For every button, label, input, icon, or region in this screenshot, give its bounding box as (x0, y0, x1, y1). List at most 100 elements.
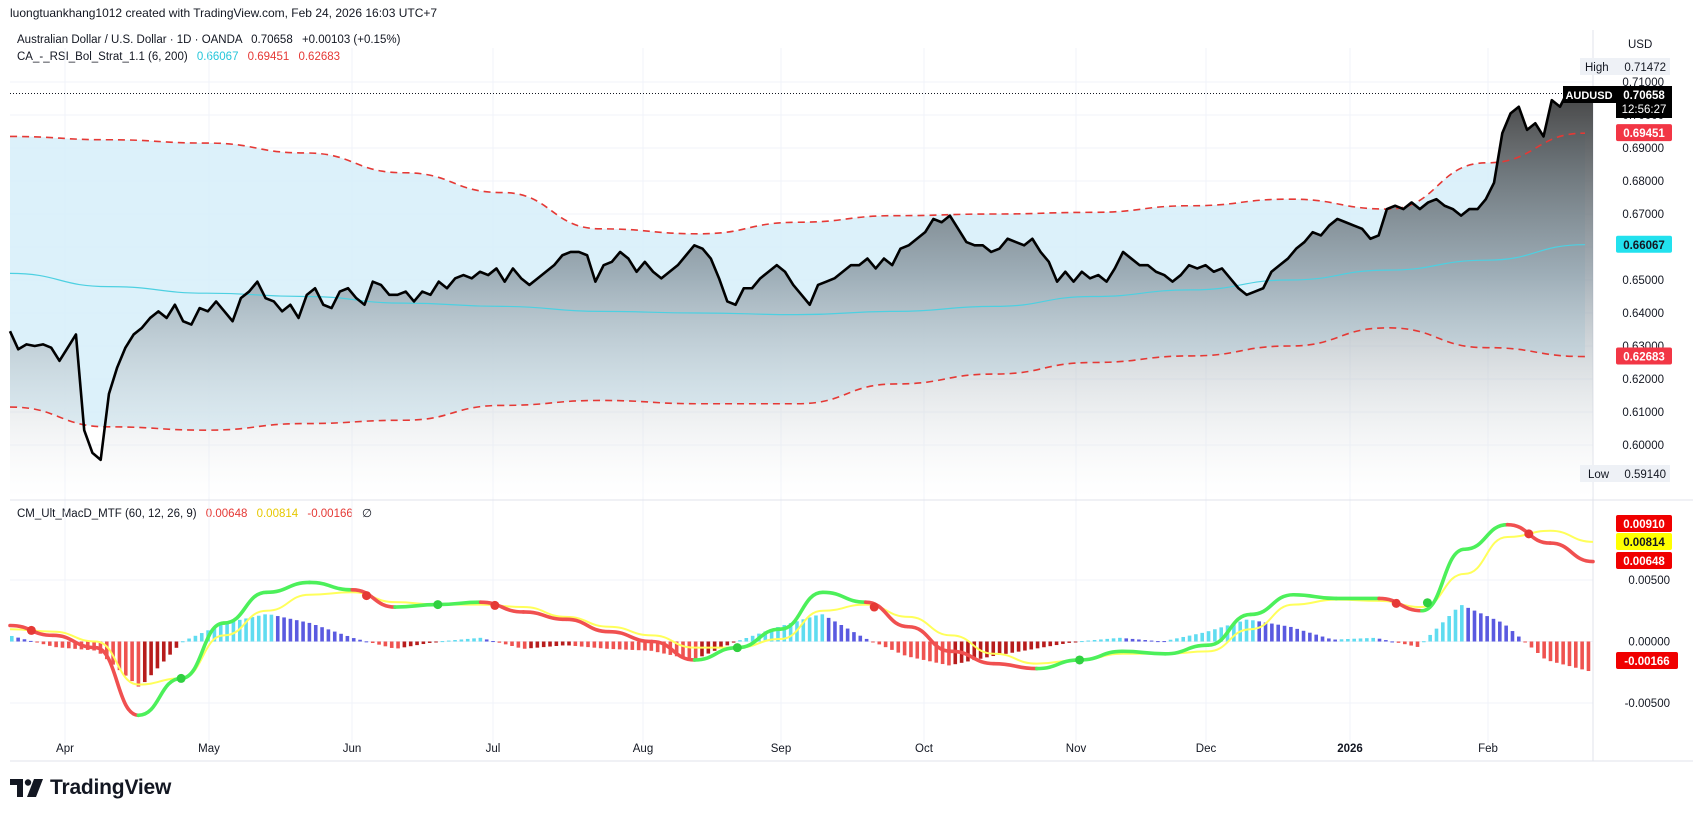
price-area-fill (10, 90, 1593, 497)
hist-bar (60, 641, 65, 648)
hist-bar (269, 614, 274, 642)
macd-legend-v2: 0.00814 (256, 508, 299, 520)
hist-bar (1016, 641, 1021, 652)
macd-indicator-legend[interactable]: CM_Ult_MacD_MTF (60, 12, 26, 9) 0.00648 … (17, 506, 372, 520)
hist-bar (459, 639, 464, 642)
time-label-Apr: Apr (56, 743, 74, 755)
hist-bar (1365, 638, 1369, 642)
macd-tag: 0.00648 (1623, 556, 1665, 568)
hist-bar (1403, 641, 1407, 645)
hist-bar (440, 641, 445, 643)
hist-bar (1004, 641, 1008, 654)
hist-bar (1441, 622, 1445, 642)
hist-bar (1409, 641, 1413, 646)
hist-bar (497, 641, 502, 643)
macd-segment (949, 649, 996, 666)
hist-bar (339, 633, 343, 642)
hist-bar (1567, 641, 1572, 667)
upper-band-tag: 0.69451 (1623, 128, 1665, 140)
lower-band-tag-bg (1616, 347, 1672, 365)
hist-bar (1124, 638, 1129, 642)
hist-bar (833, 621, 837, 642)
hist-bar (1479, 613, 1483, 642)
hist-bar (389, 641, 394, 648)
macd-segment (863, 600, 911, 629)
hist-bar (1251, 620, 1255, 642)
symbol-tag-bg (1563, 86, 1616, 103)
hist-bar (1257, 621, 1262, 642)
price-tick: 0.62000 (1622, 374, 1664, 386)
macd-segment (1462, 522, 1510, 552)
hist-bar (510, 641, 514, 646)
hist-bar (104, 641, 109, 660)
hist-bar (307, 622, 312, 642)
hist-bar (877, 641, 882, 645)
macd-segment (521, 610, 568, 622)
symbol-name: Australian Dollar / U.S. Dollar · 1D · O… (17, 34, 242, 46)
signal-tag: 0.00814 (1623, 537, 1665, 549)
hist-bar (674, 641, 679, 657)
hist-bar (1282, 625, 1287, 642)
hist-bar (427, 641, 432, 643)
lower-band-path (9, 327, 1586, 431)
symbol-tag: AUDUSD (1565, 90, 1612, 102)
hist-bar (1320, 636, 1325, 642)
hist-bar (503, 641, 508, 645)
hist-bar (814, 615, 818, 642)
hist-bar (554, 641, 559, 647)
hist-bar (1529, 641, 1534, 648)
hist-bar (947, 641, 951, 666)
hist-bar (864, 638, 869, 642)
hist-bar (16, 637, 20, 642)
hist-bar (1206, 631, 1211, 642)
hist-bar (294, 620, 299, 642)
chart-credit: luongtuankhang1012 created with TradingV… (10, 6, 438, 20)
macd-segment (1163, 643, 1210, 656)
hist-bar (212, 627, 217, 642)
time-axis[interactable]: Apr May Jun Jul Aug Sep Oct Nov Dec 2026 Feb (56, 743, 1498, 755)
hist-bar (22, 639, 27, 642)
hist-bar (1054, 641, 1059, 646)
hist-bar (231, 621, 236, 642)
hist-bar (193, 635, 198, 642)
hist-bar (1371, 637, 1375, 642)
hist-bar (852, 632, 856, 642)
bb-lower-value: 0.62683 (298, 51, 341, 63)
hist-bar (617, 641, 622, 650)
hist-bar (142, 641, 147, 683)
hist-bar (1466, 607, 1470, 642)
hist-bar (1415, 641, 1420, 647)
hist-bar (586, 641, 590, 648)
hist-bar (1301, 630, 1306, 642)
hist-bar (712, 641, 717, 651)
hist-bar (782, 625, 787, 642)
hist-bar (1080, 641, 1084, 643)
hist-bar (1561, 641, 1565, 665)
hist-bar (643, 641, 647, 651)
hist-bar (940, 641, 945, 665)
hist-bar (826, 617, 831, 642)
lower-band-tag: 0.62683 (1623, 351, 1665, 363)
hist-bar (28, 640, 33, 642)
hist-bar (1504, 625, 1508, 642)
hist-bar (541, 641, 546, 648)
symbol-legend[interactable]: Australian Dollar / U.S. Dollar · 1D · O… (17, 34, 400, 46)
macd-segment (1120, 649, 1167, 656)
tradingview-logo[interactable]: TradingView (10, 776, 171, 800)
hist-bar (776, 627, 780, 642)
basis-tag-bg (1616, 235, 1672, 253)
hist-bar (332, 631, 337, 642)
hist-bar (1149, 640, 1154, 642)
hist-bar (478, 637, 483, 642)
cross-dot (869, 602, 879, 612)
hist-bar (655, 641, 660, 653)
bb-indicator-legend[interactable]: CA_-_RSI_Bol_Strat_1.1 (6, 200) 0.66067 … (17, 51, 340, 63)
macd-axis[interactable]: 0.00500 0.00000 -0.00500 (1625, 575, 1670, 710)
price-tick: 0.67000 (1622, 209, 1664, 221)
hist-bar (288, 618, 293, 642)
hist-bar (1460, 605, 1464, 642)
hist-bar (966, 641, 970, 662)
hist-bar (1352, 638, 1356, 642)
hist-bar (187, 638, 191, 642)
